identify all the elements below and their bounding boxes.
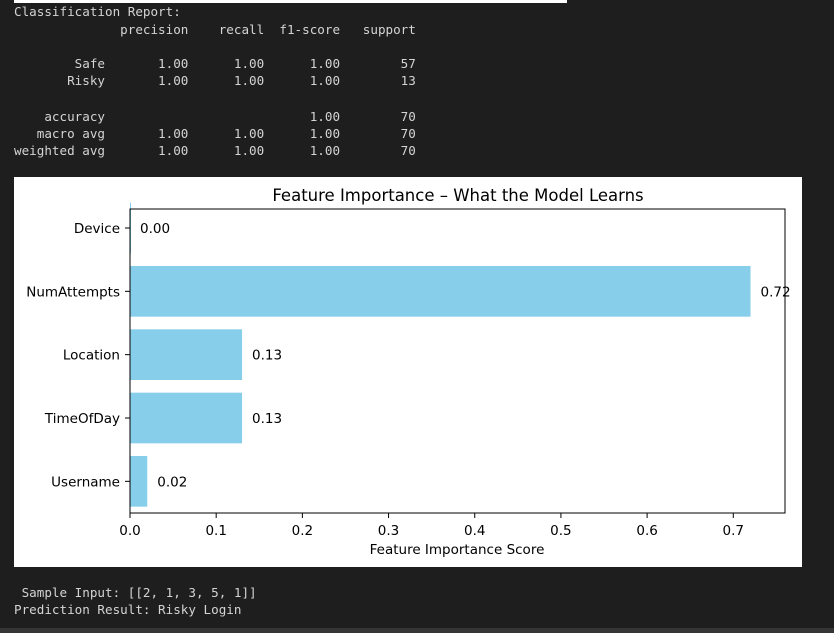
value-label-numattempts: 0.72	[761, 284, 791, 300]
sample-input-line: Sample Input: [[2, 1, 3, 5, 1]]	[14, 585, 257, 600]
x-tick-label-0-3: 0.3	[378, 523, 399, 539]
report-row-safe: Safe 1.00 1.00 1.00 57	[14, 56, 416, 71]
labels-layer: 0.02 0.13 0.13 0.72 0.00	[140, 221, 791, 490]
bar-location	[130, 329, 243, 380]
report-row-weighted-avg: weighted avg 1.00 1.00 1.00 70	[14, 143, 416, 158]
report-header: precision recall f1-score support	[14, 22, 416, 37]
value-label-location: 0.13	[252, 348, 282, 364]
x-tick-label-0-5: 0.5	[550, 523, 571, 539]
feature-importance-figure: Feature Importance – What the Model Lear…	[14, 177, 802, 567]
report-title: Classification Report:	[14, 4, 181, 19]
y-tick-label-device: Device	[74, 221, 120, 237]
x-tick-label-0-0: 0.0	[119, 523, 140, 539]
feature-importance-chart: Feature Importance – What the Model Lear…	[26, 186, 791, 558]
value-label-timeofday: 0.13	[252, 411, 282, 427]
y-tick-label-numattempts: NumAttempts	[26, 284, 120, 300]
next-cell-edge	[0, 628, 834, 633]
bar-numattempts	[130, 266, 751, 317]
x-tick-label-0-4: 0.4	[464, 523, 485, 539]
report-row-risky: Risky 1.00 1.00 1.00 13	[14, 73, 416, 88]
value-label-username: 0.02	[157, 474, 187, 490]
report-row-macro-avg: macro avg 1.00 1.00 1.00 70	[14, 126, 416, 141]
bar-timeofday	[130, 392, 243, 444]
x-tick-label-0-6: 0.6	[636, 523, 657, 539]
value-label-device: 0.00	[140, 221, 170, 237]
y-tick-label-username: Username	[51, 474, 120, 490]
report-row-accuracy: accuracy 1.00 70	[14, 109, 416, 124]
y-tick-label-timeofday: TimeOfDay	[44, 411, 120, 427]
x-tick-label-0-7: 0.7	[723, 523, 744, 539]
x-tick-label-0-1: 0.1	[205, 523, 226, 539]
x-axis-label: Feature Importance Score	[370, 542, 545, 558]
axes-layer: Username TimeOfDay Location NumAttempts Devi…	[26, 208, 786, 539]
bars-layer	[130, 202, 751, 507]
x-tick-label-0-2: 0.2	[292, 523, 313, 539]
y-tick-label-location: Location	[63, 348, 120, 364]
bar-username	[130, 456, 148, 507]
chart-title: Feature Importance – What the Model Lear…	[272, 186, 643, 205]
plot-frame	[129, 208, 786, 514]
previous-output-edge	[14, 0, 567, 3]
prediction-result-line: Prediction Result: Risky Login	[14, 602, 242, 617]
